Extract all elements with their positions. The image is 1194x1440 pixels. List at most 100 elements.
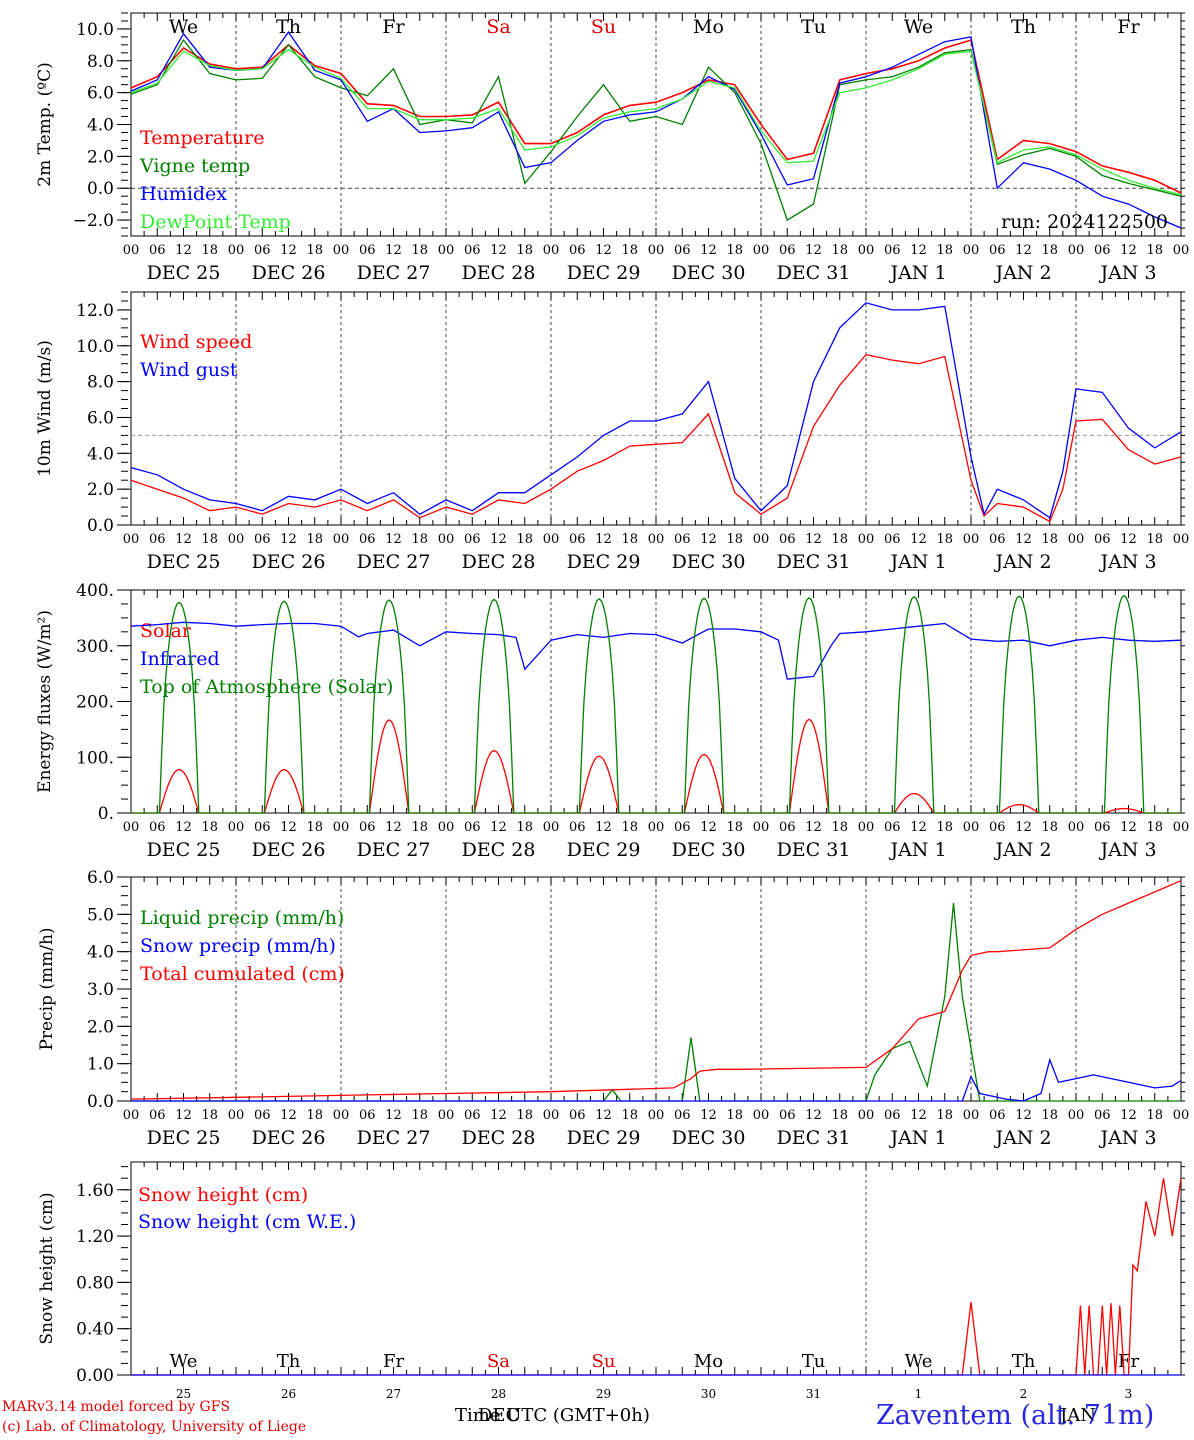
- x-hour-label: 18: [621, 243, 638, 258]
- x-hour-label: 06: [464, 243, 481, 258]
- x-hour-label: 12: [805, 532, 822, 547]
- x-hour-label: 18: [936, 820, 953, 835]
- x-date-label: DEC 30: [672, 262, 746, 284]
- x-hour-label: 06: [464, 1108, 481, 1123]
- x-hour-label: 18: [1146, 1108, 1163, 1123]
- x-date-label: DEC 29: [567, 1127, 641, 1149]
- y-tick-label: 1.60: [76, 1181, 114, 1201]
- y-tick-label: 10.0: [76, 337, 114, 357]
- x-hour-label: 18: [936, 243, 953, 258]
- x-date-label: DEC 29: [567, 839, 641, 861]
- x-hour-label: 06: [254, 820, 271, 835]
- y-tick-label: 6.0: [87, 408, 114, 428]
- x-hour-label: 12: [595, 1108, 612, 1123]
- y-tick-label: 400.: [76, 581, 114, 601]
- x-hour-label: 18: [621, 820, 638, 835]
- x-hour-label: 12: [385, 243, 402, 258]
- x-hour-label: 12: [490, 243, 507, 258]
- day-label: Th: [1012, 1351, 1036, 1372]
- x-day-number: 1: [915, 1387, 923, 1401]
- x-hour-label: 18: [411, 532, 428, 547]
- x-date-label: DEC 26: [252, 262, 326, 284]
- day-label: Mo: [693, 16, 724, 38]
- x-hour-label: 18: [726, 243, 743, 258]
- x-hour-label: 12: [910, 820, 927, 835]
- x-hour-label: 12: [595, 532, 612, 547]
- day-label: Fr: [382, 16, 405, 38]
- x-hour-label: 06: [569, 243, 586, 258]
- x-date-label: JAN 1: [888, 262, 946, 284]
- y-tick-label: 0.0: [87, 516, 114, 536]
- legend-entry: Humidex: [140, 183, 227, 205]
- x-date-label: DEC 28: [462, 262, 536, 284]
- x-hour-label: 06: [884, 532, 901, 547]
- x-hour-label: 12: [280, 820, 297, 835]
- x-hour-label: 18: [1041, 1108, 1058, 1123]
- x-hour-label: 12: [175, 243, 192, 258]
- x-hour-label: 06: [1094, 532, 1111, 547]
- x-hour-label: 12: [1120, 532, 1137, 547]
- day-label: We: [904, 16, 933, 38]
- legend-entry: Snow height (cm W.E.): [138, 1211, 356, 1233]
- x-hour-label: 06: [1094, 1108, 1111, 1123]
- x-hour-label: 00: [1068, 1108, 1085, 1123]
- x-day-number: 25: [176, 1387, 191, 1401]
- x-hour-label: 06: [779, 532, 796, 547]
- x-hour-label: 00: [963, 820, 980, 835]
- x-hour-label: 06: [884, 1108, 901, 1123]
- x-hour-label: 00: [228, 820, 245, 835]
- y-tick-label: 4.0: [87, 943, 114, 963]
- series-line-wind-gust: [130, 302, 1182, 519]
- x-hour-label: 18: [306, 243, 323, 258]
- y-tick-label: 0.40: [76, 1320, 114, 1340]
- x-day-number: 27: [386, 1387, 401, 1401]
- x-date-label: DEC 31: [777, 262, 851, 284]
- x-hour-label: 18: [516, 820, 533, 835]
- x-hour-label: 12: [280, 532, 297, 547]
- x-hour-label: 00: [1068, 532, 1085, 547]
- legend-entry: Wind speed: [140, 331, 252, 353]
- y-tick-label: 0.: [98, 804, 114, 824]
- x-hour-label: 06: [674, 1108, 691, 1123]
- x-hour-label: 00: [438, 243, 455, 258]
- x-hour-label: 06: [1094, 243, 1111, 258]
- y-tick-label: 8.0: [87, 52, 114, 72]
- panel-3: 0. 100. 200. 300. 400. Energy fluxes (W/m²) 00…: [35, 581, 1189, 861]
- y-tick-label: 0.80: [76, 1273, 114, 1293]
- x-date-label: DEC 25: [147, 262, 221, 284]
- x-hour-label: 00: [963, 532, 980, 547]
- legend-entry: DewPoint Temp: [140, 211, 291, 233]
- x-hour-label: 18: [516, 243, 533, 258]
- x-hour-label: 12: [1120, 820, 1137, 835]
- x-hour-label: 06: [989, 820, 1006, 835]
- x-hour-label: 12: [1120, 243, 1137, 258]
- day-label: Sa: [487, 1351, 510, 1372]
- x-hour-label: 18: [936, 532, 953, 547]
- day-label: Th: [1011, 16, 1036, 38]
- x-hour-label: 12: [1015, 243, 1032, 258]
- day-label: Su: [592, 1351, 616, 1372]
- x-date-label: DEC 27: [357, 839, 431, 861]
- series-line-infrared: [130, 621, 1182, 680]
- x-hour-label: 00: [123, 532, 140, 547]
- x-date-label: JAN 2: [993, 1127, 1051, 1149]
- day-label: Tu: [801, 16, 826, 38]
- panel-1: −2.0 0.0 2.0 4.0 6.0 8.0 10.0 2m Temp. (ºC) 00 06…: [35, 12, 1189, 284]
- x-date-label: DEC 30: [672, 551, 746, 573]
- y-tick-label: 4.0: [87, 116, 114, 136]
- x-hour-label: 12: [175, 1108, 192, 1123]
- x-hour-label: 06: [254, 532, 271, 547]
- x-axis-label: Time UTC (GMT+0h): [455, 1405, 650, 1426]
- x-hour-label: 06: [884, 820, 901, 835]
- day-label: Fr: [1117, 16, 1140, 38]
- y-tick-label: 100.: [76, 748, 114, 768]
- x-hour-label: 18: [831, 243, 848, 258]
- x-date-label: DEC 26: [252, 1127, 326, 1149]
- x-date-label: JAN 3: [1098, 262, 1156, 284]
- x-hour-label: 06: [254, 1108, 271, 1123]
- x-hour-label: 12: [490, 820, 507, 835]
- day-label: Th: [277, 1351, 301, 1372]
- x-hour-label: 12: [1015, 1108, 1032, 1123]
- x-hour-label: 12: [805, 820, 822, 835]
- x-hour-label: 06: [149, 243, 166, 258]
